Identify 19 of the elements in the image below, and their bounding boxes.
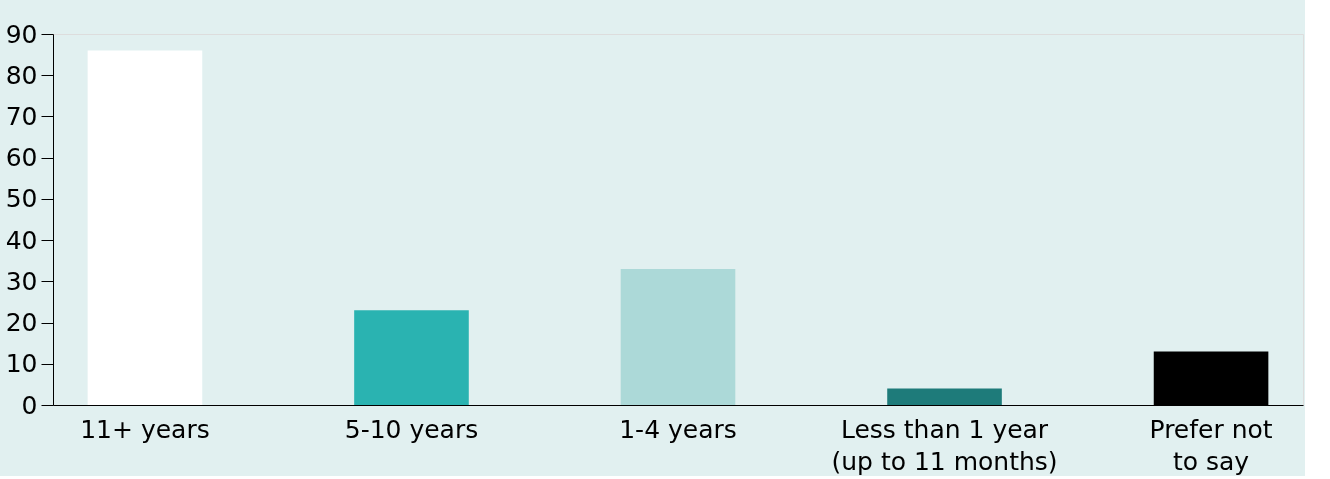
x-tick-label: Less than 1 year (up to 11 months) [831, 414, 1058, 476]
y-tick-label: 60 [5, 143, 38, 173]
y-tick-label: 80 [5, 60, 38, 90]
x-tick-label: Prefer not to say [1149, 414, 1273, 476]
y-tick-label: 30 [5, 266, 38, 296]
y-tick-label: 40 [5, 225, 38, 255]
y-tick-label: 0 [21, 390, 38, 420]
bar [87, 50, 203, 405]
y-tick-label: 70 [5, 101, 38, 131]
x-tick-label: 11+ years [80, 414, 210, 444]
y-tick-label: 10 [5, 349, 38, 379]
bar [354, 310, 469, 405]
bar [887, 388, 1002, 405]
y-tick-label: 90 [5, 19, 38, 49]
y-tick-label: 50 [5, 184, 38, 214]
x-tick-label: 5-10 years [344, 414, 479, 444]
y-tick-label: 20 [5, 308, 38, 338]
bar [620, 268, 736, 405]
x-tick-label: 1-4 years [619, 414, 737, 444]
